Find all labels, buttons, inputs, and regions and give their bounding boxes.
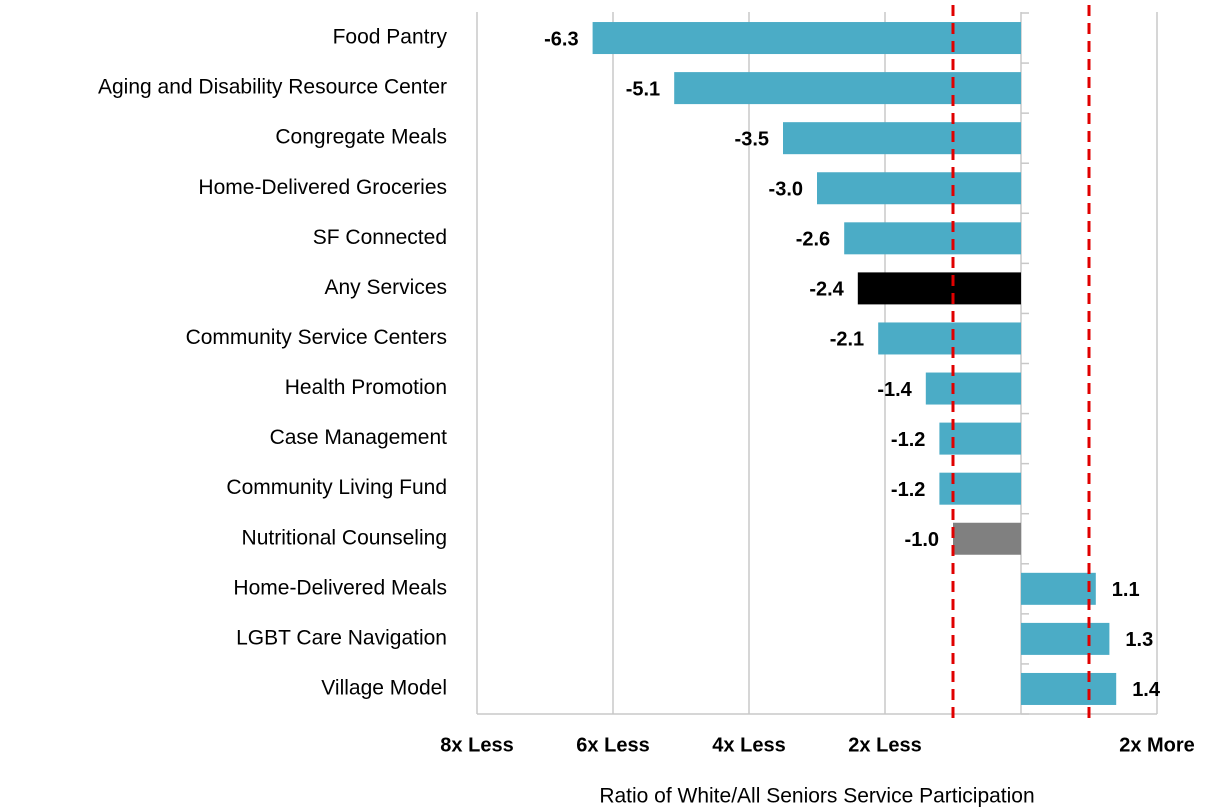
value-label: -2.6 bbox=[796, 229, 830, 251]
bar bbox=[878, 322, 1021, 355]
category-label: Village Model bbox=[321, 677, 447, 700]
bar bbox=[844, 222, 1021, 255]
value-label: 1.4 bbox=[1132, 679, 1161, 701]
bar bbox=[817, 172, 1021, 205]
value-label: -1.2 bbox=[891, 479, 925, 501]
category-label: LGBT Care Navigation bbox=[236, 626, 447, 649]
value-label: 1.1 bbox=[1112, 579, 1140, 601]
category-label: Home-Delivered Groceries bbox=[198, 176, 447, 199]
category-label: Community Service Centers bbox=[186, 326, 447, 349]
category-label: Nutritional Counseling bbox=[242, 526, 447, 549]
bar bbox=[1021, 622, 1110, 655]
bar bbox=[674, 72, 1021, 105]
bar bbox=[1021, 672, 1117, 705]
category-label: Case Management bbox=[270, 426, 448, 449]
x-tick-label: 4x Less bbox=[712, 734, 785, 756]
bar bbox=[953, 522, 1021, 555]
category-label: Food Pantry bbox=[333, 26, 448, 49]
value-label: -3.0 bbox=[769, 179, 803, 201]
value-label: -5.1 bbox=[626, 78, 660, 100]
x-tick-label: 8x Less bbox=[440, 734, 513, 756]
category-label: Home-Delivered Meals bbox=[233, 576, 447, 599]
value-label: -1.4 bbox=[877, 379, 912, 401]
x-axis-label: Ratio of White/All Seniors Service Parti… bbox=[599, 785, 1034, 808]
category-label: Health Promotion bbox=[285, 376, 447, 399]
category-label: Congregate Meals bbox=[275, 126, 447, 149]
category-label: Any Services bbox=[324, 276, 447, 299]
bar bbox=[925, 372, 1021, 405]
value-label: -2.1 bbox=[830, 329, 864, 351]
value-label: -6.3 bbox=[544, 28, 578, 50]
category-label: Aging and Disability Resource Center bbox=[98, 76, 447, 99]
value-label: -3.5 bbox=[735, 128, 769, 150]
value-label: -1.0 bbox=[905, 529, 939, 551]
value-label: -2.4 bbox=[809, 279, 844, 301]
x-tick-label: 2x Less bbox=[848, 734, 921, 756]
bar bbox=[1021, 572, 1096, 605]
value-label: -1.2 bbox=[891, 429, 925, 451]
bar bbox=[783, 122, 1021, 155]
category-label: Community Living Fund bbox=[226, 476, 447, 499]
x-tick-label: 6x Less bbox=[576, 734, 649, 756]
bar bbox=[592, 22, 1021, 55]
value-label: 1.3 bbox=[1125, 629, 1153, 651]
x-tick-label: 2x More bbox=[1119, 734, 1195, 756]
category-label: SF Connected bbox=[313, 226, 447, 249]
bar bbox=[857, 272, 1021, 305]
